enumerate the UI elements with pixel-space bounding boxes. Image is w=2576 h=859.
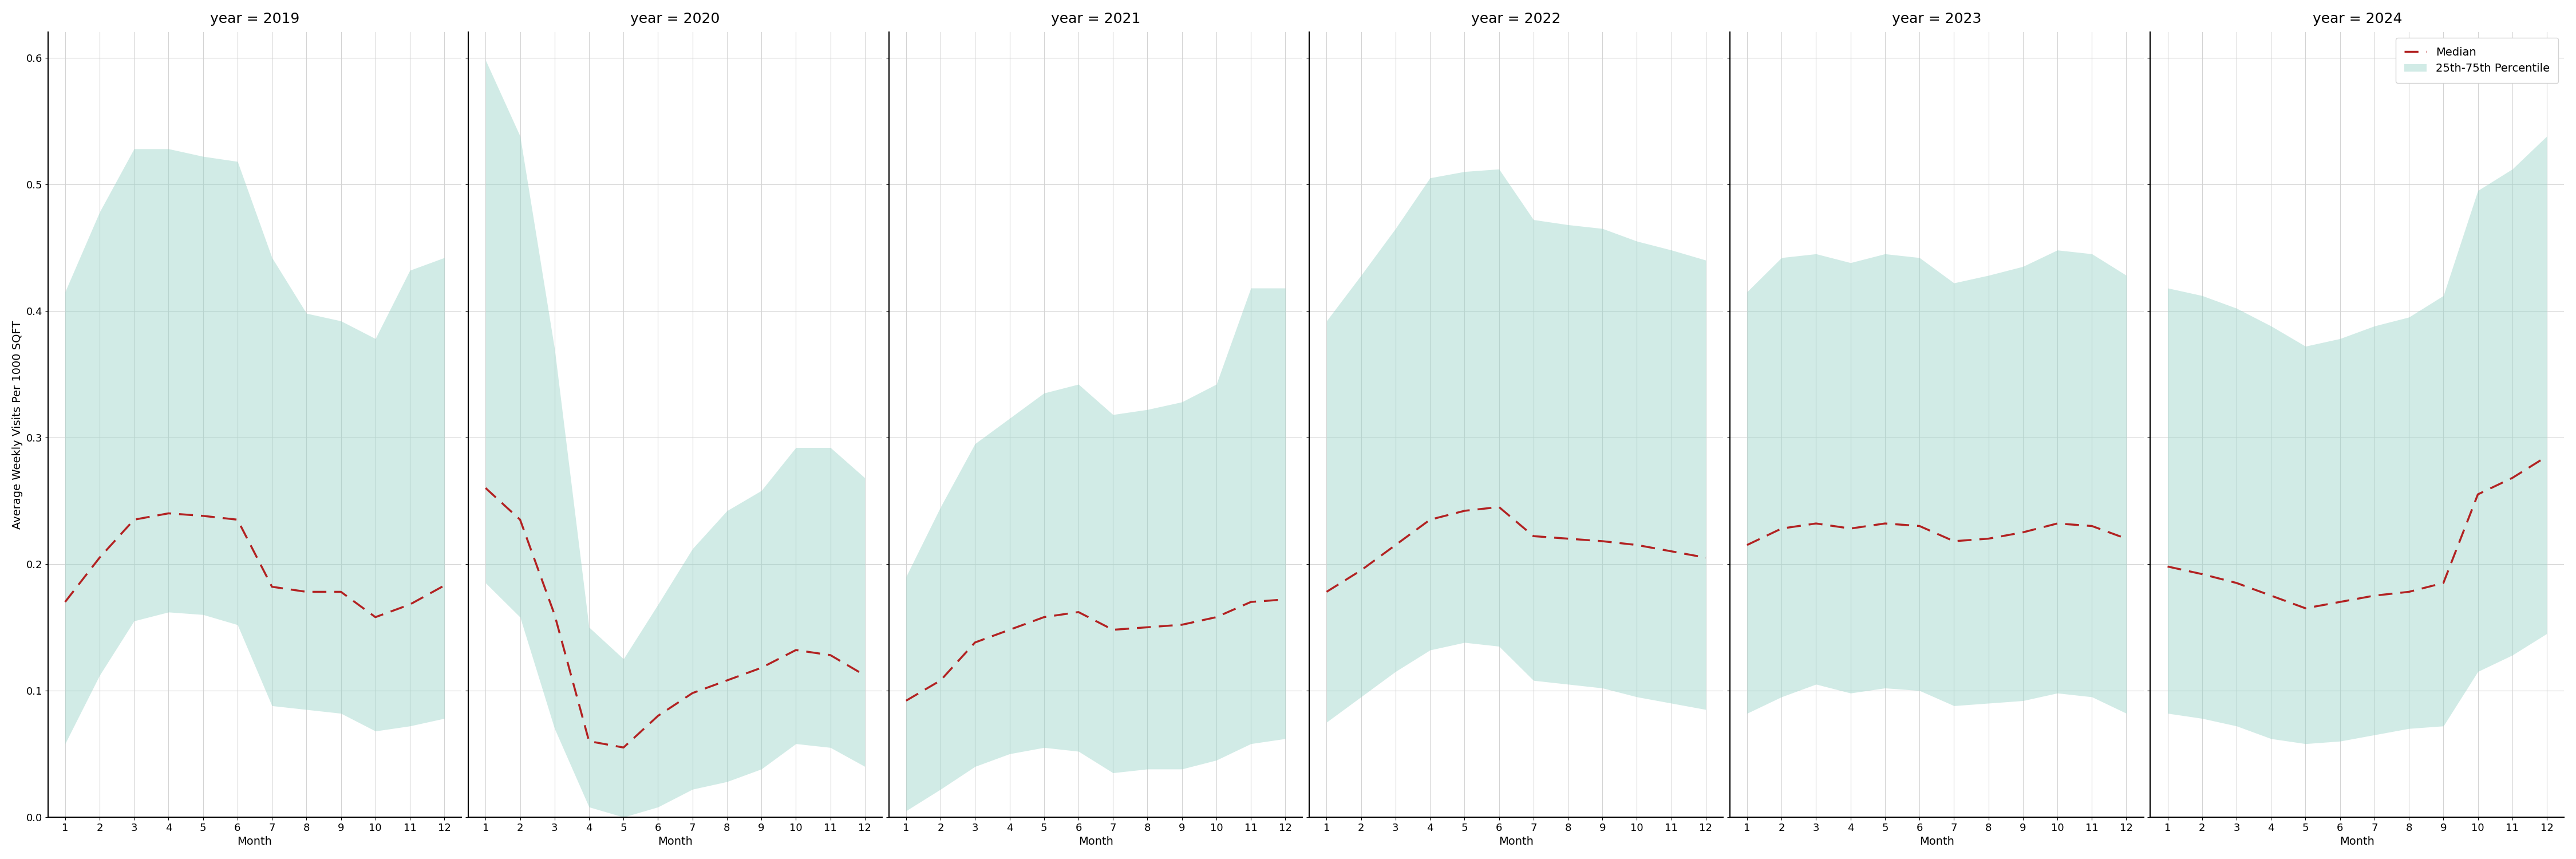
Legend: Median, 25th-75th Percentile: Median, 25th-75th Percentile [2396,38,2558,83]
X-axis label: Month: Month [2339,836,2375,847]
Title: year = 2020: year = 2020 [631,12,719,26]
Y-axis label: Average Weekly Visits Per 1000 SQFT: Average Weekly Visits Per 1000 SQFT [13,320,23,529]
Title: year = 2024: year = 2024 [2313,12,2401,26]
Title: year = 2021: year = 2021 [1051,12,1141,26]
Title: year = 2022: year = 2022 [1471,12,1561,26]
X-axis label: Month: Month [1919,836,1955,847]
Title: year = 2019: year = 2019 [211,12,299,26]
X-axis label: Month: Month [657,836,693,847]
X-axis label: Month: Month [1079,836,1113,847]
X-axis label: Month: Month [237,836,273,847]
X-axis label: Month: Month [1499,836,1533,847]
Title: year = 2023: year = 2023 [1891,12,1981,26]
